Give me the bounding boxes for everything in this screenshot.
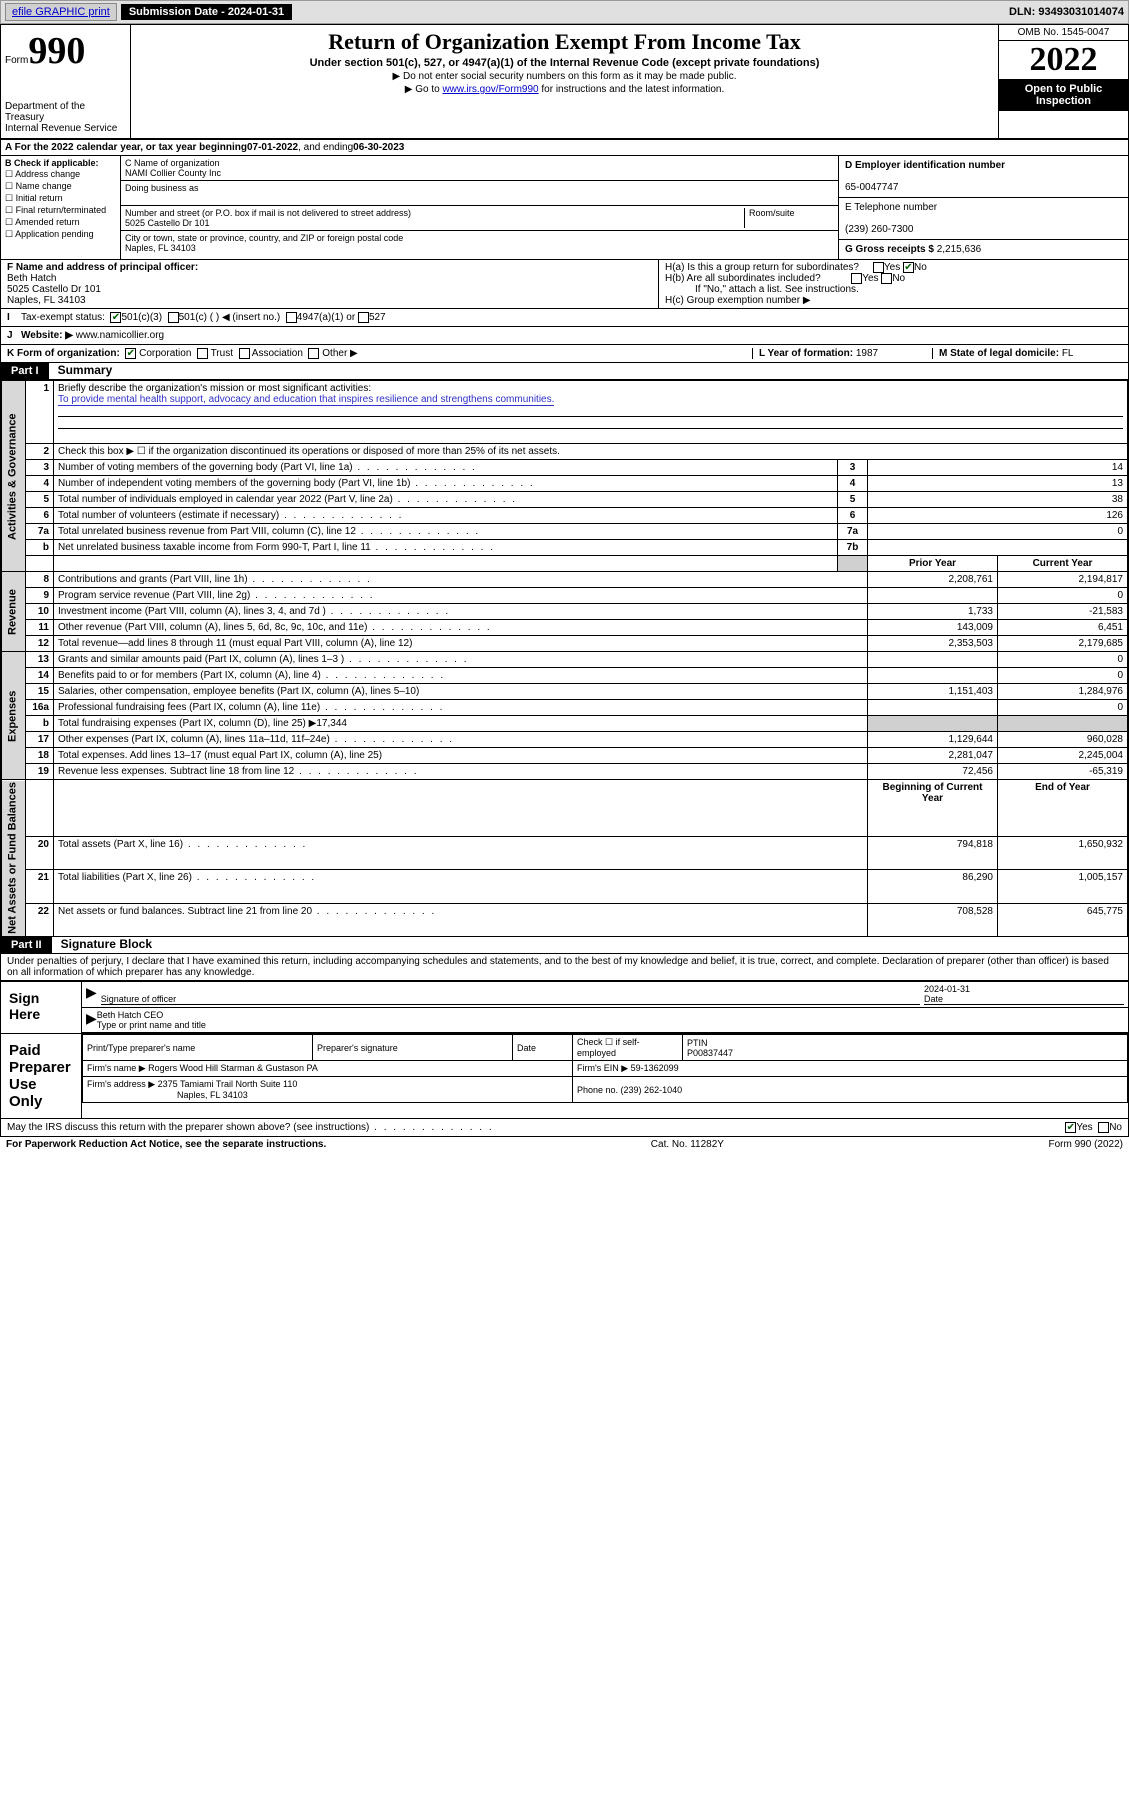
col-d-ein: D Employer identification number65-00477… [838, 156, 1128, 259]
org-address: 5025 Castello Dr 101 [125, 218, 210, 228]
perjury-declaration: Under penalties of perjury, I declare th… [1, 954, 1128, 981]
section-bcd: B Check if applicable: ☐ Address change … [1, 156, 1128, 260]
omb-number: OMB No. 1545-0047 [999, 25, 1128, 41]
side-netassets: Net Assets or Fund Balances [2, 780, 26, 937]
irs-link[interactable]: www.irs.gov/Form990 [442, 84, 538, 95]
form-header: Form990 Department of the Treasury Inter… [1, 25, 1128, 140]
chk-501c3[interactable] [110, 312, 121, 323]
form-990: Form990 Department of the Treasury Inter… [0, 24, 1129, 1137]
ptin-value: P00837447 [687, 1048, 733, 1058]
gross-receipts: 2,215,636 [937, 244, 982, 255]
part-ii-header: Part II Signature Block [1, 937, 1128, 954]
row-i-taxstatus: I Tax-exempt status: 501(c)(3) 501(c) ( … [1, 309, 1128, 327]
website-value: www.namicollier.org [76, 330, 164, 341]
row-j-website: J Website: ▶ www.namicollier.org [1, 327, 1128, 345]
chk-amended[interactable]: ☐ Amended return [5, 217, 116, 228]
ha-no[interactable] [903, 262, 914, 273]
dept-treasury: Department of the Treasury [5, 101, 126, 123]
firm-phone: (239) 262-1040 [621, 1085, 683, 1095]
row-klm: K Form of organization: Corporation Trus… [1, 345, 1128, 363]
form-label: Form [5, 55, 28, 66]
summary-table: Activities & Governance 1 Briefly descri… [1, 380, 1128, 937]
irs-label: Internal Revenue Service [5, 123, 126, 134]
officer-name-title: Beth Hatch CEO [97, 1010, 164, 1020]
sig-date: 2024-01-31 [924, 984, 970, 994]
mission-text: To provide mental health support, advoca… [58, 394, 554, 406]
org-name: NAMI Collier County Inc [125, 168, 221, 178]
col-b-checkboxes: B Check if applicable: ☐ Address change … [1, 156, 121, 259]
paid-preparer-section: Paid Preparer Use Only Print/Type prepar… [1, 1033, 1128, 1118]
side-governance: Activities & Governance [2, 381, 26, 572]
hb-yes[interactable] [851, 273, 862, 284]
top-toolbar: efile GRAPHIC print Submission Date - 20… [0, 0, 1129, 24]
tax-year: 2022 [999, 41, 1128, 79]
form-number: 990 [28, 30, 85, 72]
chk-final-return[interactable]: ☐ Final return/terminated [5, 205, 116, 216]
discuss-yes[interactable] [1065, 1122, 1076, 1133]
chk-name-change[interactable]: ☐ Name change [5, 181, 116, 192]
side-expenses: Expenses [2, 652, 26, 780]
chk-address-change[interactable]: ☐ Address change [5, 169, 116, 180]
form-title: Return of Organization Exempt From Incom… [135, 29, 994, 55]
form-subtitle: Under section 501(c), 527, or 4947(a)(1)… [135, 57, 994, 69]
section-fh: F Name and address of principal officer:… [1, 260, 1128, 309]
side-revenue: Revenue [2, 572, 26, 652]
page-footer: For Paperwork Reduction Act Notice, see … [0, 1137, 1129, 1152]
ha-yes[interactable] [873, 262, 884, 273]
ssn-note: ▶ Do not enter social security numbers o… [135, 71, 994, 82]
firm-name: Rogers Wood Hill Starman & Gustason PA [148, 1063, 318, 1073]
open-inspection: Open to Public Inspection [999, 79, 1128, 111]
officer-name: Beth Hatch [7, 273, 56, 284]
goto-note: ▶ Go to www.irs.gov/Form990 for instruct… [135, 84, 994, 95]
discuss-no[interactable] [1098, 1122, 1109, 1133]
firm-ein: 59-1362099 [631, 1063, 679, 1073]
phone-value: (239) 260-7300 [845, 224, 913, 235]
submission-date: Submission Date - 2024-01-31 [121, 4, 292, 20]
sign-here-section: Sign Here ▶ Signature of officer 2024-01… [1, 981, 1128, 1033]
efile-link[interactable]: efile GRAPHIC print [5, 3, 117, 21]
chk-application[interactable]: ☐ Application pending [5, 229, 116, 240]
hb-no[interactable] [881, 273, 892, 284]
part-i-header: Part I Summary [1, 363, 1128, 380]
discuss-row: May the IRS discuss this return with the… [1, 1118, 1128, 1136]
row-a-taxyear: A For the 2022 calendar year, or tax yea… [1, 140, 1128, 156]
ein-value: 65-0047747 [845, 182, 898, 193]
chk-initial-return[interactable]: ☐ Initial return [5, 193, 116, 204]
dln-label: DLN: 93493031014074 [1009, 6, 1124, 18]
col-c-orginfo: C Name of organizationNAMI Collier Count… [121, 156, 838, 259]
chk-corporation[interactable] [125, 348, 136, 359]
org-city: Naples, FL 34103 [125, 243, 196, 253]
